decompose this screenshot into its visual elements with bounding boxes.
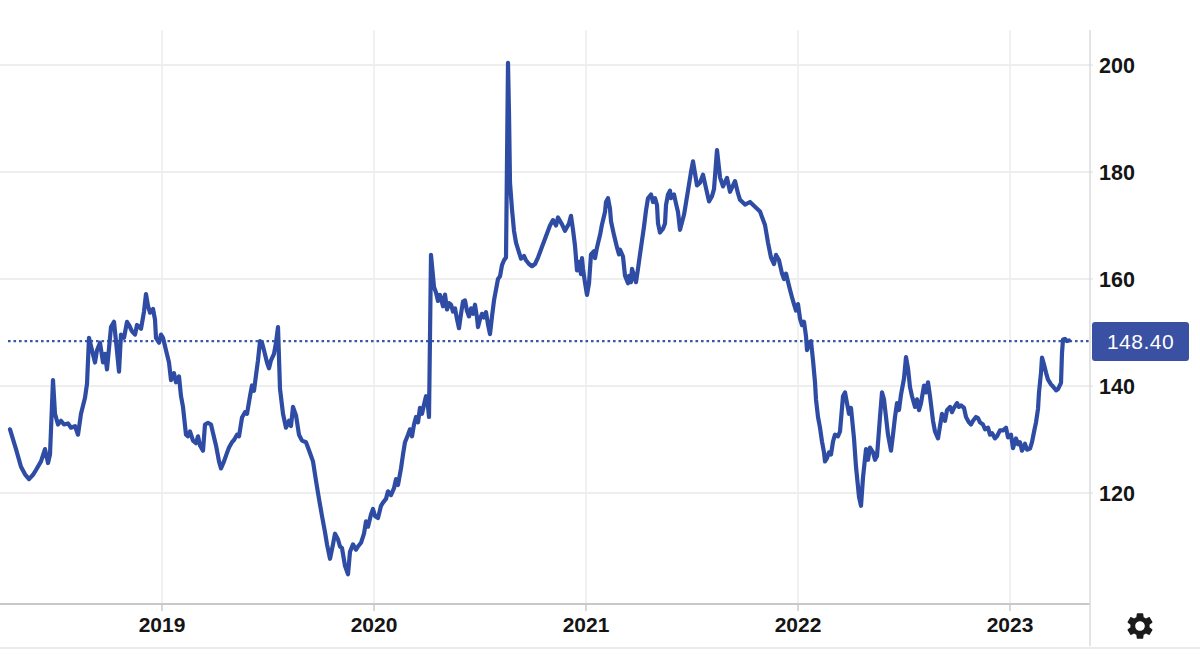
y-axis-tick-label: 140: [1099, 375, 1135, 399]
gear-icon-path: [1128, 613, 1153, 639]
settings-gear-button[interactable]: [1124, 610, 1156, 642]
y-axis-tick-label: 120: [1099, 482, 1135, 506]
current-price-label: 148.40: [1107, 330, 1174, 354]
chart-svg[interactable]: 200 180 160 140 120 2019 2020 2021 2022 2023: [0, 0, 1200, 668]
x-axis-year-label: 2022: [775, 613, 822, 636]
y-axis-tick-label: 180: [1099, 161, 1135, 185]
x-axis-year-label: 2021: [563, 613, 610, 636]
gear-icon: [1124, 610, 1156, 642]
chart-screen: 200 180 160 140 120 2019 2020 2021 2022 2023 148.…: [0, 0, 1200, 668]
x-axis-year-label: 2019: [139, 613, 186, 636]
current-price-badge: 148.40: [1092, 322, 1189, 361]
price-line-series: [10, 63, 1069, 574]
y-axis-tick-label: 200: [1099, 54, 1135, 78]
x-axis-year-label: 2020: [351, 613, 398, 636]
y-axis-tick-label: 160: [1099, 268, 1135, 292]
x-axis-year-label: 2023: [987, 613, 1034, 636]
